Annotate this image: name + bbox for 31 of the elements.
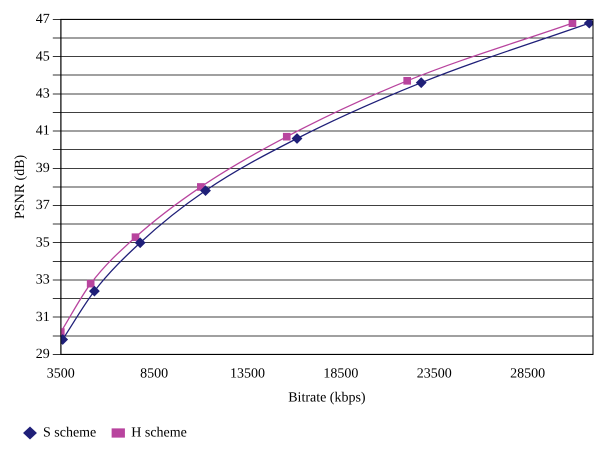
y-tick-label: 33	[36, 272, 50, 288]
x-tick-label: 8500	[140, 366, 168, 382]
point	[403, 76, 412, 85]
legend-label: H scheme	[131, 426, 187, 441]
y-tick-label: 39	[36, 160, 50, 176]
y-tick-label: 35	[36, 235, 50, 250]
y-axis-title: PSNR (dB)	[13, 154, 28, 219]
point	[89, 286, 100, 296]
point	[86, 280, 95, 288]
x-tick-label: 18500	[323, 366, 358, 382]
point	[282, 132, 291, 140]
y-tick-label: 47	[36, 12, 50, 28]
x-tick-label: 3500	[46, 366, 75, 382]
point	[132, 233, 140, 241]
point	[292, 133, 302, 144]
x-tick-label: 23500	[416, 366, 452, 382]
y-tick-label: 45	[36, 49, 50, 64]
x-axis-title: Bitrate (kbps)	[288, 390, 366, 406]
point	[135, 238, 146, 248]
y-tick-label: 41	[36, 124, 50, 139]
legend-label: S scheme	[43, 426, 96, 441]
point	[568, 19, 576, 27]
y-tick-label: 43	[36, 86, 50, 102]
y-tick-label: 31	[36, 310, 50, 325]
x-tick-label: 28500	[510, 366, 546, 382]
y-tick-label: 37	[36, 198, 50, 214]
y-tick-label: 29	[36, 347, 50, 362]
x-tick-label: 13500	[230, 366, 266, 382]
point	[416, 78, 426, 88]
point	[584, 19, 593, 28]
point	[200, 185, 211, 196]
